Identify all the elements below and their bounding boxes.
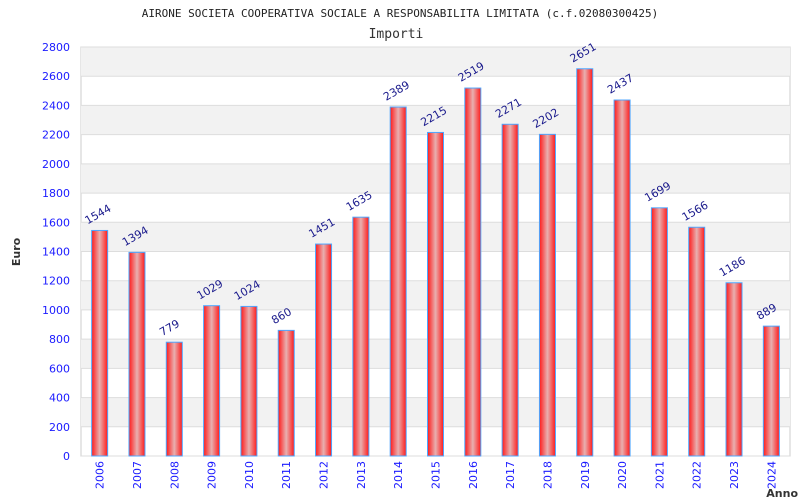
- y-tick-label: 1000: [42, 304, 70, 317]
- x-tick-label: 2013: [355, 461, 368, 489]
- y-tick-label: 200: [49, 421, 70, 434]
- x-tick-label: 2019: [579, 461, 592, 489]
- bar-2015: [427, 131, 444, 457]
- x-tick-label: 2016: [467, 461, 480, 489]
- x-tick-label: 2007: [131, 461, 144, 489]
- y-tick-label: 800: [49, 333, 70, 346]
- bar-2017: [501, 123, 519, 457]
- y-tick-label: 2800: [42, 41, 70, 54]
- x-tick-label: 2006: [94, 461, 107, 489]
- bar-2009: [203, 305, 221, 457]
- bar-2008: [165, 341, 183, 457]
- bar-2016: [464, 87, 482, 457]
- x-tick-label: 2015: [430, 461, 443, 489]
- x-tick-label: 2011: [280, 461, 293, 489]
- y-tick-label: 400: [49, 392, 70, 405]
- chart-title: AIRONE SOCIETA COOPERATIVA SOCIALE A RES…: [142, 7, 659, 20]
- x-tick-label: 2017: [504, 461, 517, 489]
- y-axis-label: Euro: [10, 237, 23, 266]
- bar-2007: [128, 251, 146, 457]
- y-tick-label: 1400: [42, 246, 70, 259]
- x-tick-label: 2023: [728, 461, 741, 489]
- grid-band: [81, 47, 790, 77]
- y-tick-label: 1800: [42, 187, 70, 200]
- bar-2021: [650, 207, 668, 457]
- y-tick-label: 1600: [42, 216, 70, 229]
- y-tick-label: 2000: [42, 158, 70, 171]
- bar-2011: [277, 329, 295, 457]
- x-tick-label: 2014: [392, 461, 405, 489]
- x-tick-label: 2018: [541, 461, 554, 489]
- x-tick-label: 2012: [318, 461, 331, 489]
- y-tick-label: 2400: [42, 99, 70, 112]
- x-tick-label: 2024: [765, 461, 778, 489]
- y-tick-label: 2600: [42, 70, 70, 83]
- y-tick-label: 1200: [42, 275, 70, 288]
- bar-2014: [389, 106, 407, 457]
- grid-band: [81, 105, 790, 135]
- bar-2010: [240, 305, 258, 457]
- bar-2018: [538, 133, 556, 457]
- y-tick-label: 0: [63, 450, 70, 463]
- bar-2006: [91, 229, 109, 457]
- x-tick-label: 2020: [616, 461, 629, 489]
- y-tick-label: 600: [49, 362, 70, 375]
- bar-2022: [688, 226, 706, 457]
- bar-2013: [352, 216, 370, 457]
- x-axis-label: Anno: [766, 487, 798, 500]
- bar-2012: [315, 243, 333, 457]
- bar-2019: [576, 68, 594, 457]
- x-tick-label: 2008: [168, 461, 181, 489]
- x-tick-label: 2021: [653, 461, 666, 489]
- x-tick-label: 2009: [206, 461, 219, 489]
- bar-2023: [725, 282, 743, 457]
- bar-2020: [613, 99, 631, 457]
- chart-subtitle: Importi: [369, 27, 424, 42]
- y-tick-label: 2200: [42, 129, 70, 142]
- x-tick-label: 2010: [243, 461, 256, 489]
- x-tick-label: 2022: [691, 461, 704, 489]
- bar-2024: [762, 325, 780, 457]
